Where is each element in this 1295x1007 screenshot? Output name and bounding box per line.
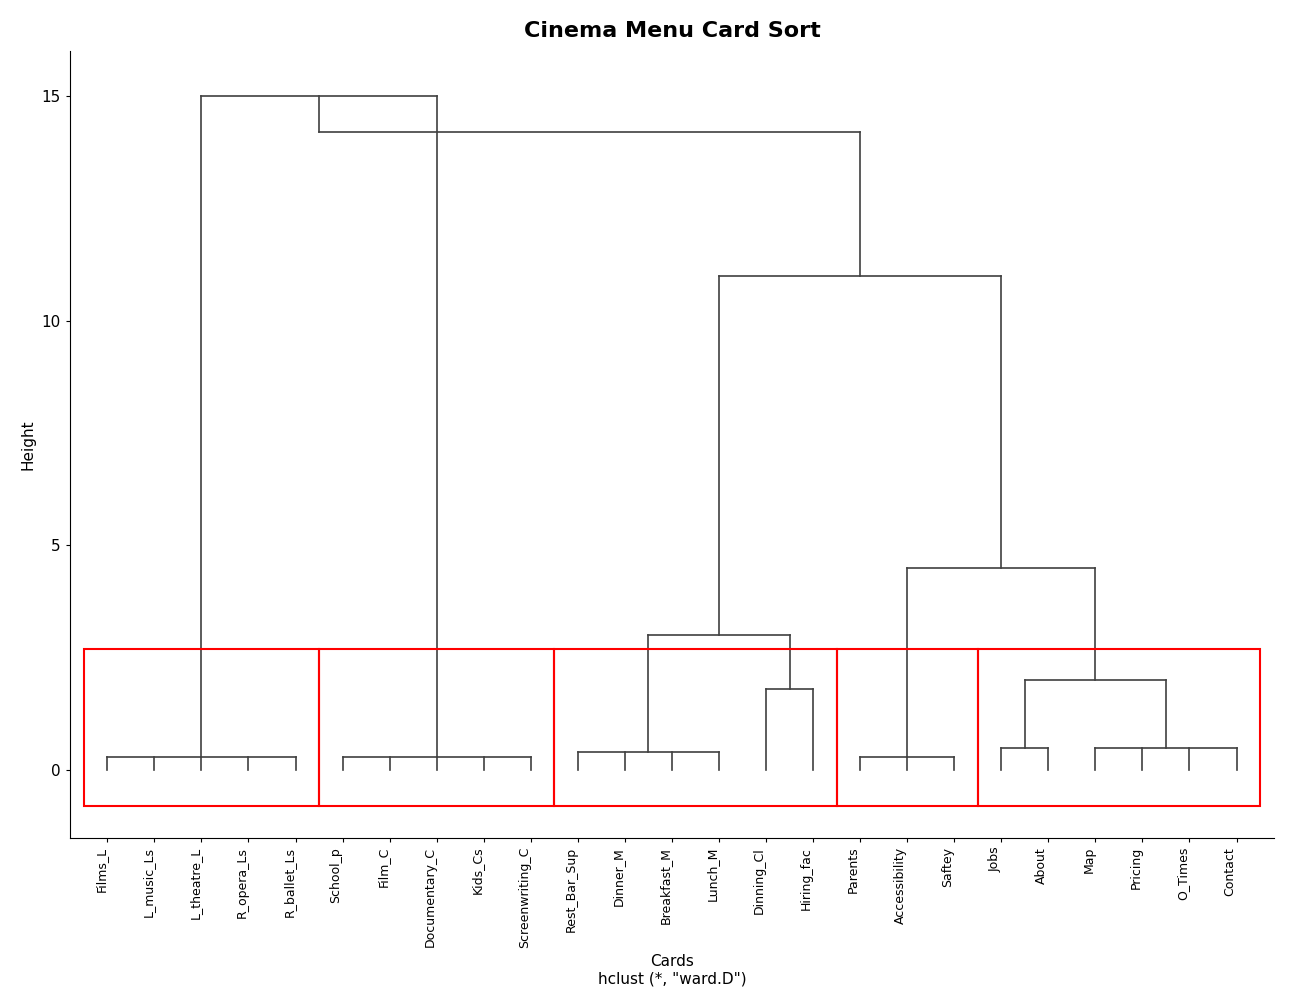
Y-axis label: Height: Height <box>21 419 36 469</box>
X-axis label: Cards
hclust (*, "ward.D"): Cards hclust (*, "ward.D") <box>597 954 746 986</box>
Title: Cinema Menu Card Sort: Cinema Menu Card Sort <box>523 21 820 41</box>
